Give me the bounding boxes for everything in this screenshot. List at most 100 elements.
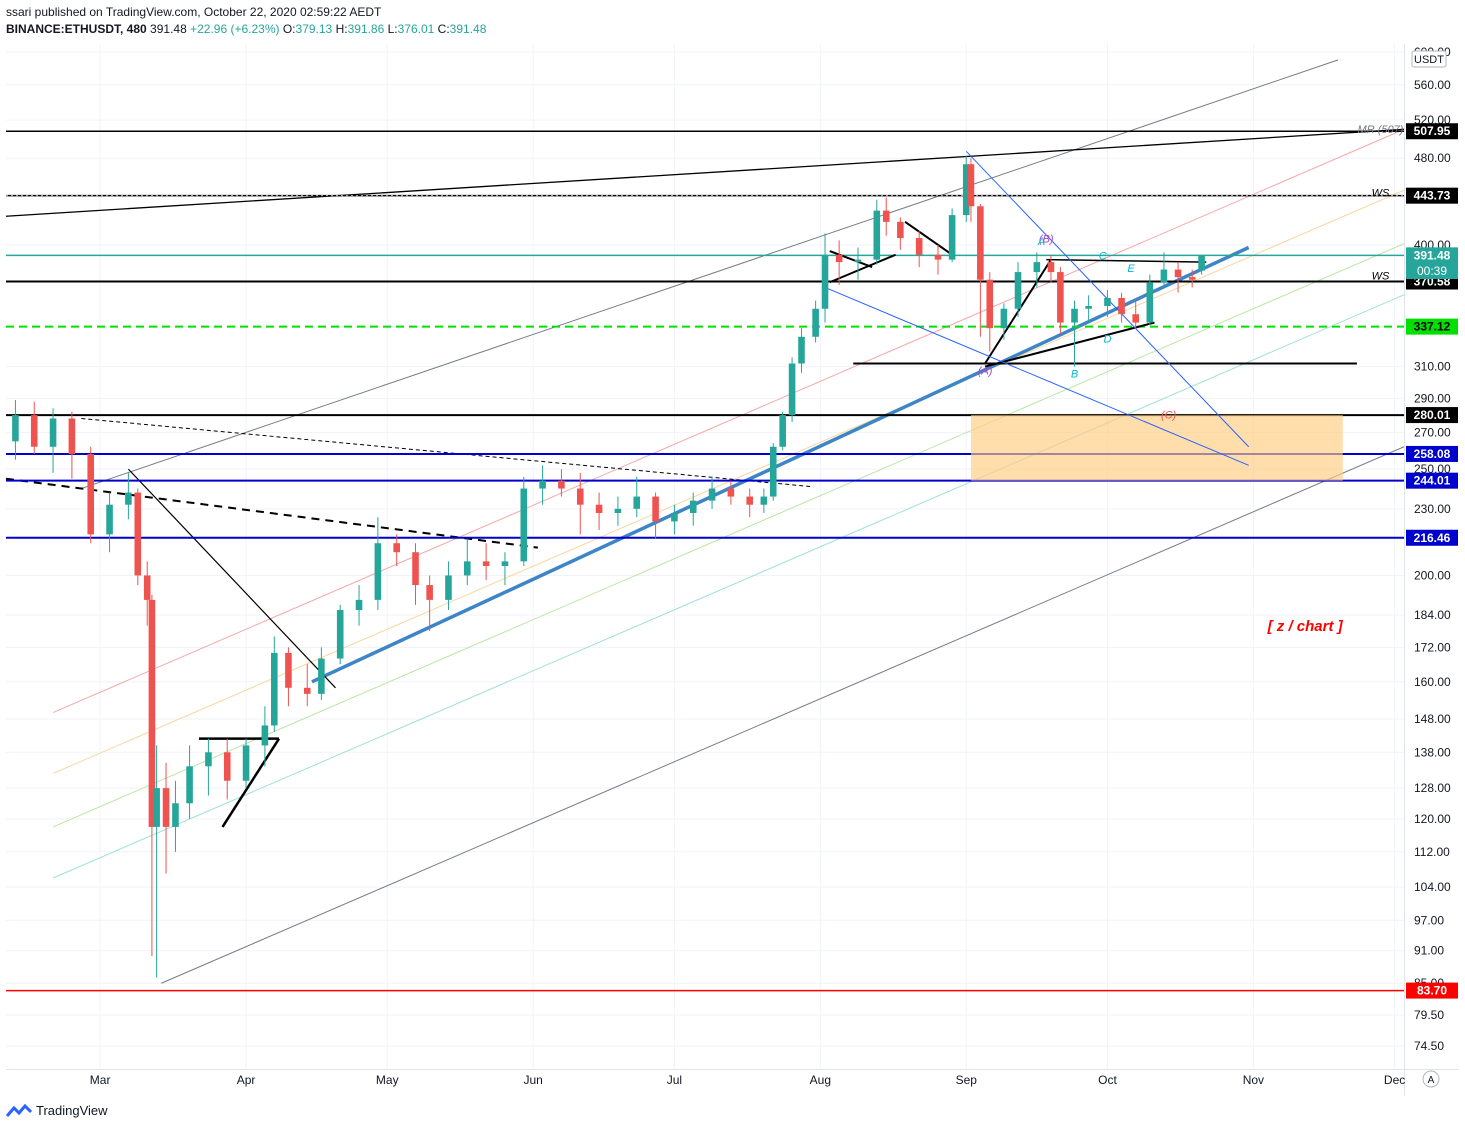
candle-body	[798, 336, 805, 364]
y-tick-label: 128.00	[1414, 781, 1451, 795]
candle-body	[134, 492, 142, 576]
price-label-text: 280.01	[1414, 408, 1451, 422]
wave-label: WS	[1372, 187, 1390, 199]
candle-body	[760, 496, 768, 505]
major-resistance-line	[5, 128, 1405, 217]
candle-body	[1104, 297, 1111, 307]
price-label-text: 258.08	[1414, 447, 1451, 461]
candle-body	[1160, 269, 1168, 283]
y-tick-label: 148.00	[1414, 712, 1451, 726]
flag-line	[904, 221, 953, 256]
price-label-text: 391.48	[1414, 248, 1451, 262]
candle-body	[986, 279, 994, 329]
candle-body	[689, 500, 697, 514]
candle-body	[948, 215, 956, 260]
close-label: C:	[437, 22, 450, 36]
candle-body	[962, 164, 970, 216]
candle-body	[897, 221, 904, 239]
tradingview-logo-icon	[6, 1103, 32, 1117]
x-tick-label: Jun	[524, 1073, 543, 1087]
candle-body	[374, 543, 382, 600]
last-price: 391.48	[150, 22, 187, 36]
y-tick-label: 79.50	[1414, 1008, 1444, 1022]
countdown-label: 00:39	[1417, 264, 1447, 278]
candle-body	[12, 415, 19, 442]
candle-body	[30, 415, 38, 447]
x-tick-label: Apr	[237, 1073, 256, 1087]
candle-body	[1132, 314, 1139, 323]
x-tick-label: Oct	[1098, 1073, 1117, 1087]
price-label-box	[1406, 982, 1458, 999]
y-tick-label: 120.00	[1414, 812, 1451, 826]
symbol-name: BINANCE:ETHUSDT, 480	[6, 22, 147, 36]
channel-lower-line	[161, 446, 1405, 984]
y-tick-label: 270.00	[1414, 425, 1451, 439]
range-top	[1046, 258, 1207, 263]
candle-body	[412, 552, 419, 586]
candle-body	[576, 488, 584, 505]
pennant-line	[829, 253, 897, 284]
candle-body	[153, 788, 160, 827]
x-tick-label: Dec	[1384, 1073, 1405, 1087]
price-label-text: 216.46	[1414, 531, 1451, 545]
wave-label: B	[1071, 368, 1078, 380]
candle-body	[1146, 282, 1154, 323]
y-tick-label: 200.00	[1414, 568, 1451, 582]
price-label-box	[1406, 472, 1458, 489]
currency-label: USDT	[1414, 54, 1444, 66]
candle-body	[671, 513, 678, 522]
y-tick-label: 230.00	[1414, 502, 1451, 516]
candle-body	[445, 575, 452, 600]
high-value: 391.86	[347, 22, 385, 36]
candle-body	[1033, 262, 1041, 273]
candle-body	[595, 504, 603, 514]
price-label-text: 83.70	[1417, 984, 1447, 998]
price-label-text: 507.95	[1414, 124, 1451, 138]
candle-body	[854, 259, 862, 263]
low-value: 376.01	[397, 22, 435, 36]
candle-body	[501, 561, 509, 567]
candle-body	[835, 254, 843, 263]
candle-body	[336, 610, 344, 659]
price-label-box	[1406, 123, 1458, 140]
price-label-text: 337.12	[1414, 320, 1451, 334]
y-tick-label: 310.00	[1414, 360, 1451, 374]
candle-body	[303, 687, 311, 694]
candle-body	[68, 418, 76, 455]
trend-channel-lines	[5, 59, 1405, 984]
y-tick-label: 138.00	[1414, 745, 1451, 759]
brand-name: TradingView	[36, 1103, 108, 1118]
candle-body	[520, 488, 528, 562]
candle-body	[652, 496, 659, 522]
price-label-text: 244.01	[1414, 474, 1451, 488]
y-tick-label: 104.00	[1414, 880, 1451, 894]
candle-body	[727, 488, 735, 497]
price-label-box	[1406, 529, 1458, 546]
auto-scale-label: A	[1428, 1075, 1435, 1086]
candle-body	[539, 480, 546, 489]
tradingview-brand[interactable]: TradingView	[6, 1103, 108, 1118]
y-tick-label: 184.00	[1414, 608, 1451, 622]
y-tick-label: 160.00	[1414, 675, 1451, 689]
wave-annotations: MR (507) WS WS (A) (B) (C) A B C D E [ z / chart ]	[978, 124, 1404, 635]
candle-body	[106, 504, 113, 535]
target-zone-box	[970, 415, 1343, 481]
x-tick-label: Nov	[1243, 1073, 1264, 1087]
candle-body	[87, 454, 95, 535]
candle-body	[769, 446, 777, 497]
candle-body	[186, 766, 193, 804]
price-label-box	[1406, 318, 1458, 335]
candle-body	[426, 585, 433, 600]
y-tick-label: 97.00	[1414, 913, 1444, 927]
channel-parallel-line	[52, 189, 1405, 774]
main-uptrend-line	[311, 245, 1250, 684]
pattern-drawings	[198, 150, 1357, 828]
y-tick-label: 250.00	[1414, 462, 1451, 476]
channel-parallel-line	[52, 128, 1405, 714]
triangle-side	[221, 737, 281, 828]
wave-label: [ z / chart ]	[1267, 618, 1344, 635]
candle-body	[148, 599, 156, 827]
candle-body	[355, 599, 363, 611]
auto-scale-button[interactable]	[1422, 1070, 1440, 1088]
